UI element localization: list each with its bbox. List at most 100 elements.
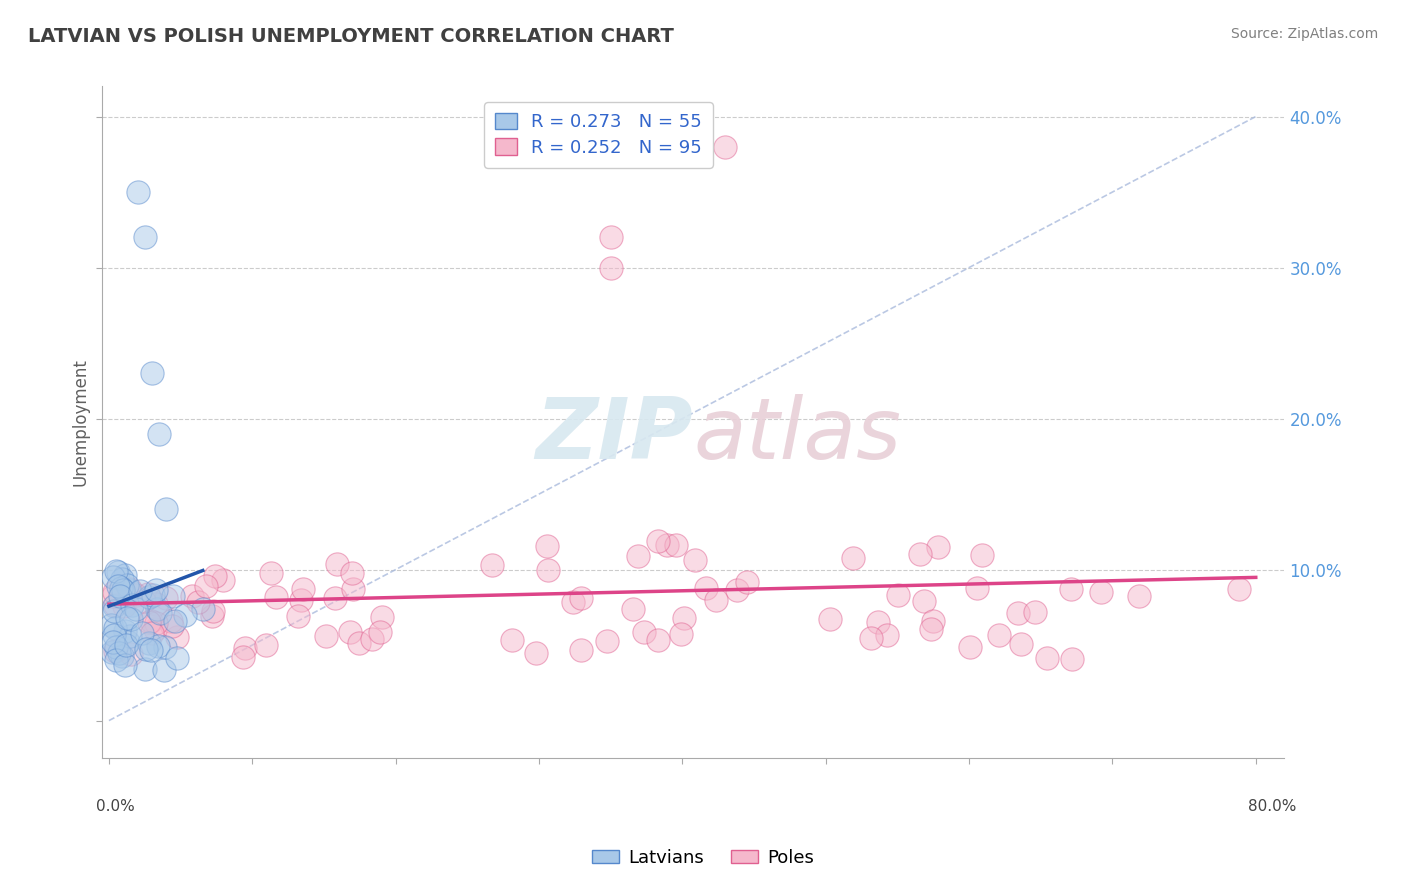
Point: [1060, 582, 1083, 597]
Point: [959, 640, 981, 655]
Point: [104, 621, 127, 635]
Point: [501, 633, 523, 648]
Point: [141, 625, 163, 640]
Point: [287, 609, 309, 624]
Point: [121, 599, 143, 613]
Point: [108, 589, 131, 603]
Point: [155, 502, 177, 516]
Point: [129, 584, 152, 599]
Legend: Latvians, Poles: Latvians, Poles: [585, 842, 821, 874]
Point: [143, 622, 166, 636]
Point: [876, 628, 898, 642]
Point: [860, 631, 883, 645]
Point: [141, 366, 163, 380]
Point: [200, 609, 222, 624]
Point: [117, 635, 139, 649]
Point: [114, 624, 136, 638]
Point: [695, 581, 717, 595]
Point: [683, 553, 706, 567]
Point: [537, 563, 560, 577]
Point: [655, 538, 678, 552]
Point: [912, 593, 935, 607]
Point: [145, 597, 167, 611]
Point: [569, 643, 592, 657]
Point: [266, 591, 288, 605]
Point: [142, 588, 165, 602]
Point: [174, 608, 197, 623]
Point: [139, 615, 162, 629]
Point: [481, 558, 503, 572]
Point: [103, 604, 125, 618]
Point: [368, 625, 391, 640]
Point: [163, 615, 186, 629]
Point: [887, 588, 910, 602]
Point: [291, 582, 314, 597]
Text: ZIP: ZIP: [536, 394, 693, 477]
Point: [117, 610, 139, 624]
Point: [633, 624, 655, 639]
Point: [107, 579, 129, 593]
Point: [160, 619, 183, 633]
Point: [146, 602, 169, 616]
Point: [120, 612, 142, 626]
Point: [134, 230, 156, 244]
Point: [1010, 637, 1032, 651]
Point: [191, 602, 214, 616]
Point: [145, 615, 167, 630]
Point: [153, 640, 176, 654]
Point: [131, 625, 153, 640]
Point: [254, 638, 277, 652]
Point: [110, 581, 132, 595]
Point: [111, 649, 134, 664]
Point: [118, 582, 141, 597]
Point: [339, 625, 361, 640]
Point: [101, 635, 124, 649]
Point: [910, 547, 932, 561]
Point: [1090, 584, 1112, 599]
Point: [100, 618, 122, 632]
Point: [922, 614, 945, 628]
Point: [987, 628, 1010, 642]
Point: [153, 663, 176, 677]
Text: LATVIAN VS POLISH UNEMPLOYMENT CORRELATION CHART: LATVIAN VS POLISH UNEMPLOYMENT CORRELATI…: [28, 27, 673, 45]
Point: [842, 551, 865, 566]
Point: [149, 606, 172, 620]
Point: [125, 602, 148, 616]
Point: [737, 574, 759, 589]
Point: [138, 636, 160, 650]
Point: [562, 595, 585, 609]
Point: [673, 611, 696, 625]
Point: [627, 549, 650, 564]
Point: [360, 632, 382, 646]
Point: [315, 629, 337, 643]
Point: [820, 612, 842, 626]
Point: [669, 627, 692, 641]
Point: [233, 641, 256, 656]
Point: [118, 629, 141, 643]
Point: [120, 647, 142, 661]
Point: [111, 572, 134, 586]
Point: [103, 585, 125, 599]
Point: [115, 638, 138, 652]
Point: [103, 569, 125, 583]
Point: [569, 591, 592, 606]
Point: [232, 649, 254, 664]
Point: [124, 588, 146, 602]
Point: [166, 651, 188, 665]
Point: [162, 589, 184, 603]
Point: [927, 540, 949, 554]
Point: [647, 632, 669, 647]
Point: [166, 630, 188, 644]
Point: [148, 426, 170, 441]
Point: [714, 140, 737, 154]
Point: [138, 590, 160, 604]
Point: [536, 539, 558, 553]
Point: [108, 647, 131, 661]
Point: [103, 644, 125, 658]
Point: [599, 260, 621, 275]
Point: [259, 566, 281, 580]
Point: [1227, 582, 1250, 596]
Point: [104, 598, 127, 612]
Point: [325, 558, 347, 572]
Point: [349, 636, 371, 650]
